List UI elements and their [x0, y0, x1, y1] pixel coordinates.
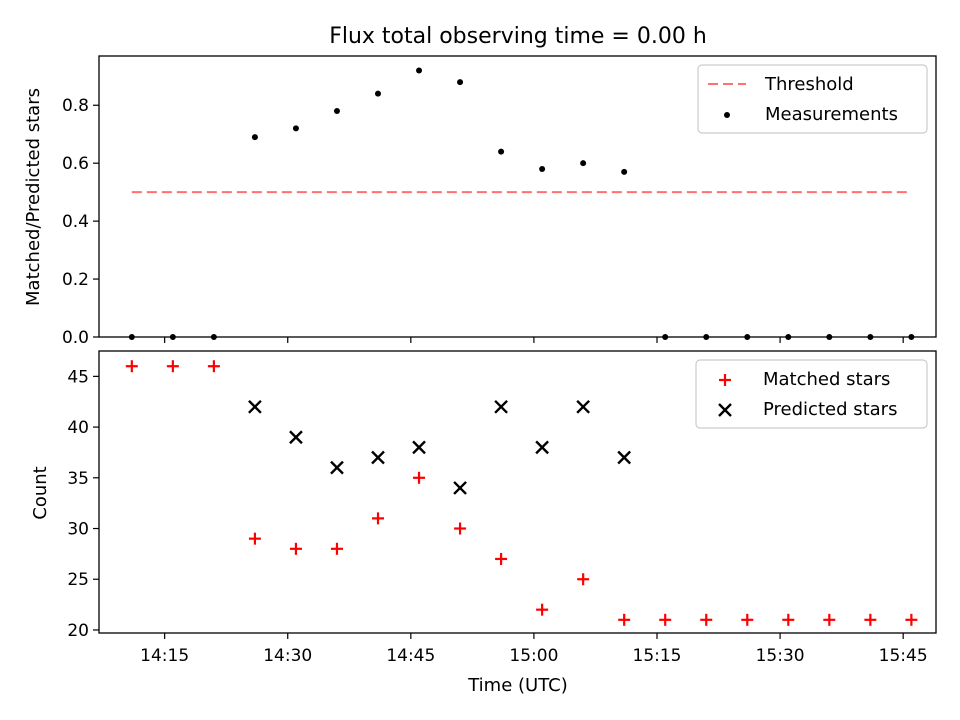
top-y-tick-label: 0.8 [62, 96, 89, 116]
top-legend-box [697, 64, 928, 134]
matched-legend-swatch [719, 374, 731, 386]
top-y-tick-label: 0.6 [62, 154, 89, 174]
predicted-star-point-b [576, 399, 590, 414]
predicted-star-point-b [535, 440, 549, 455]
predicted-legend-swatch-b [718, 403, 732, 417]
predicted-star-point-b [412, 440, 426, 455]
measurement-point [375, 90, 381, 97]
predicted-star-point [371, 450, 385, 465]
predicted-star-point [617, 450, 632, 465]
bottom-y-tick-label: 35 [67, 469, 89, 489]
measurement-point [580, 160, 587, 167]
x-tick-label: 15:15 [633, 646, 682, 666]
matched-star-point [823, 613, 836, 626]
predicted-star-point-b [289, 430, 303, 445]
bottom-panel: Count Time (UTC) Matched stars Predicted … [30, 350, 937, 696]
matched-legend-label: Matched stars [763, 369, 890, 390]
bottom-legend-box [695, 359, 928, 429]
matched-star-point [495, 552, 508, 565]
matched-star-point [289, 542, 302, 555]
matched-star-point [741, 613, 754, 626]
matched-star-point [659, 613, 672, 626]
top-y-tick-label: 0.4 [62, 212, 89, 232]
matched-star-point [413, 471, 426, 484]
matched-star-point [207, 360, 220, 373]
measurement-point [251, 134, 258, 141]
x-tick-label: 14:15 [140, 646, 189, 666]
matched-star-point [864, 613, 877, 626]
bottom-y-axis-label: Count [30, 466, 51, 519]
predicted-star-point-b [617, 450, 632, 465]
bottom-axes-frame [98, 350, 937, 634]
measurement-point [292, 125, 299, 132]
x-tick-label: 14:45 [386, 646, 435, 666]
measurements-legend-swatch [724, 112, 730, 118]
predicted-star-point-b [330, 460, 344, 475]
x-tick-label: 15:30 [756, 646, 805, 666]
predicted-star-point [330, 460, 344, 475]
x-tick-label: 15:45 [879, 646, 928, 666]
x-tick-label: 15:00 [509, 646, 558, 666]
measurement-point [621, 168, 628, 175]
predicted-star-point [453, 481, 467, 495]
measurement-point [333, 108, 340, 115]
matched-star-point [125, 360, 138, 373]
measurement-point [457, 79, 464, 86]
matched-star-point [536, 603, 549, 616]
predicted-star-point-b [453, 481, 467, 495]
top-y-tick-label: 0.0 [62, 328, 89, 348]
predicted-star-point-b [494, 399, 508, 414]
threshold-legend-label: Threshold [764, 74, 854, 95]
matched-star-point [618, 613, 631, 626]
matched-star-point [782, 613, 795, 626]
top-legend: Threshold Measurements [697, 64, 928, 134]
bottom-legend: Matched stars Predicted stars [695, 359, 928, 429]
bottom-y-tick-label: 40 [67, 418, 89, 438]
predicted-star-point [248, 399, 262, 414]
predicted-legend-swatch [718, 403, 732, 417]
chart-title: Flux total observing time = 0.00 h [329, 24, 707, 49]
measurements-legend-label: Measurements [765, 104, 898, 125]
bottom-y-tick-label: 20 [67, 621, 89, 641]
predicted-star-point-b [248, 399, 262, 414]
x-axis-label: Time (UTC) [467, 675, 568, 696]
matched-star-point [905, 613, 918, 626]
predicted-star-point [494, 399, 508, 414]
top-y-axis-label: Matched/Predicted stars [23, 88, 44, 306]
matched-star-point [454, 522, 467, 535]
top-y-tick-label: 0.2 [62, 270, 89, 290]
predicted-star-point [535, 440, 549, 455]
matched-star-point [700, 613, 713, 626]
predicted-star-point [412, 440, 426, 455]
predicted-star-point-b [371, 450, 385, 465]
top-plot-area [128, 67, 915, 340]
x-tick-label: 14:30 [263, 646, 312, 666]
predicted-star-point [576, 399, 590, 414]
predicted-legend-label: Predicted stars [763, 399, 897, 420]
predicted-star-point [289, 430, 303, 445]
matched-star-point [577, 573, 590, 586]
top-panel: Matched/Predicted stars Threshold Measure… [23, 55, 937, 340]
measurement-point [539, 165, 546, 172]
bottom-y-tick-label: 30 [67, 520, 89, 540]
measurement-point [498, 148, 505, 155]
matched-star-point [166, 360, 179, 373]
bottom-plot-area [125, 360, 918, 626]
measurement-point [416, 67, 423, 74]
matched-star-point [330, 542, 343, 555]
bottom-y-tick-label: 45 [67, 367, 89, 387]
matched-star-point [248, 532, 261, 545]
bottom-y-tick-label: 25 [67, 570, 89, 590]
top-axes-frame [98, 55, 937, 338]
matched-star-point [372, 512, 384, 525]
